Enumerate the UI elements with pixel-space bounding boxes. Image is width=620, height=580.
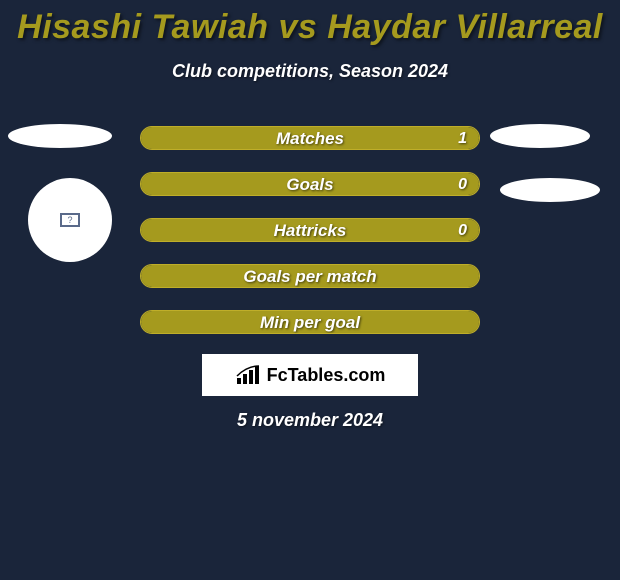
left-ellipse <box>8 124 112 148</box>
subtitle: Club competitions, Season 2024 <box>0 61 620 82</box>
stat-value-right: 1 <box>458 127 467 150</box>
stat-label: Goals <box>141 173 479 196</box>
stat-label: Goals per match <box>141 265 479 288</box>
stat-row-goals: Goals 0 <box>140 172 480 196</box>
brand-text: FcTables.com <box>267 365 386 386</box>
date-text: 5 november 2024 <box>0 410 620 431</box>
stat-value-right: 0 <box>458 219 467 242</box>
page-title: Hisashi Tawiah vs Haydar Villarreal <box>0 0 620 47</box>
avatar-placeholder-icon: ? <box>60 213 80 227</box>
stat-row-hattricks: Hattricks 0 <box>140 218 480 242</box>
stat-value-right: 0 <box>458 173 467 196</box>
player-avatar-left: ? <box>28 178 112 262</box>
right-ellipse-2 <box>500 178 600 202</box>
stat-row-goals-per-match: Goals per match <box>140 264 480 288</box>
fctables-logo-icon <box>235 364 261 386</box>
stat-label: Matches <box>141 127 479 150</box>
stat-row-min-per-goal: Min per goal <box>140 310 480 334</box>
stat-label: Min per goal <box>141 311 479 334</box>
brand-box: FcTables.com <box>202 354 418 396</box>
stats-block: Matches 1 Goals 0 Hattricks 0 Goals per … <box>140 126 480 356</box>
right-ellipse-1 <box>490 124 590 148</box>
stat-row-matches: Matches 1 <box>140 126 480 150</box>
stat-label: Hattricks <box>141 219 479 242</box>
